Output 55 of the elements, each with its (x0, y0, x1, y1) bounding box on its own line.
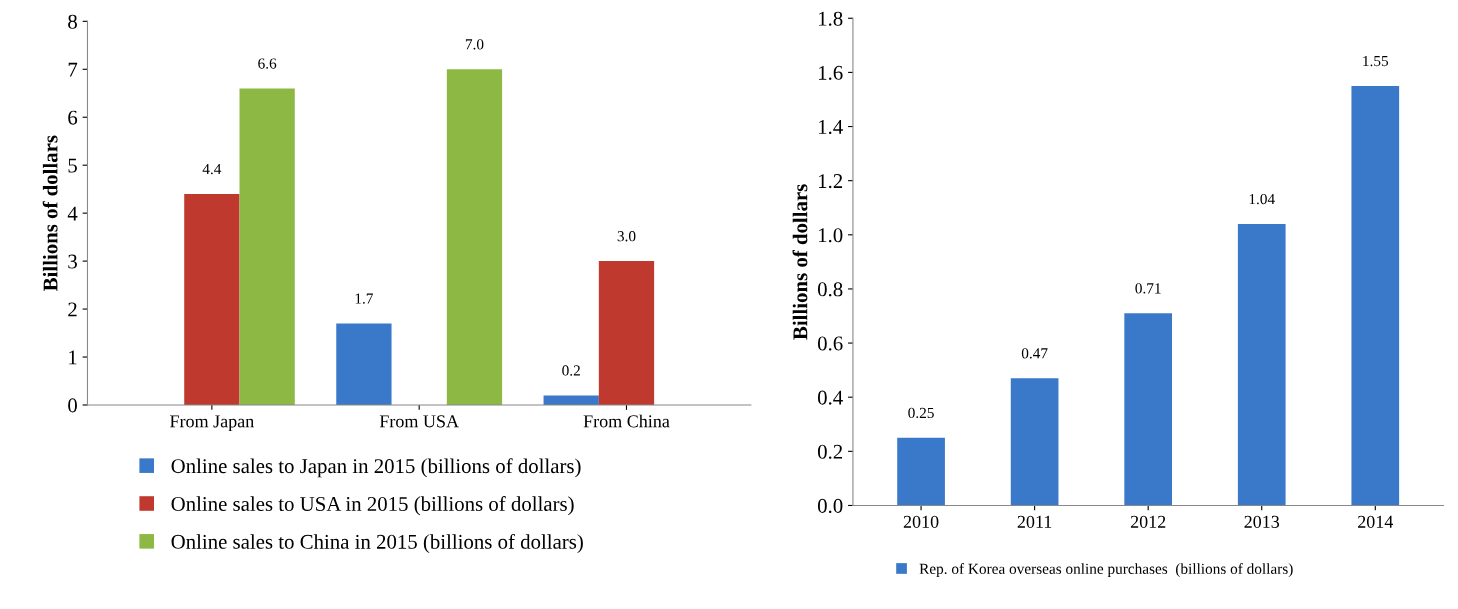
y-tick-label: 6 (68, 110, 78, 125)
bar (1010, 378, 1059, 506)
bar (543, 395, 599, 405)
y-tick-label: 1.6 (819, 65, 843, 80)
data-label: 4.4 (202, 163, 222, 175)
x-tick-label: 2012 (1130, 515, 1166, 528)
y-tick-label: 1.0 (819, 228, 843, 243)
legend-label: Online sales to USA in 2015 (billions of dollars) (171, 496, 574, 516)
y-tick-label: 0.2 (817, 444, 843, 459)
y-tick-label: 4 (67, 206, 78, 221)
y-tick-label: 8 (68, 14, 77, 29)
data-label: 0.47 (1021, 348, 1048, 359)
y-tick-label: 0.4 (817, 390, 843, 405)
y-tick-label: 1.8 (819, 11, 843, 26)
data-label: 0.2 (562, 365, 580, 376)
legend-label: Online sales to Japan in 2015 (billions of dollars) (171, 458, 581, 478)
data-label: 3.0 (617, 231, 636, 242)
y-axis-title: Billions of dollars (792, 184, 808, 340)
y-tick-label: 1 (69, 350, 77, 365)
y-tick-label: 2 (68, 302, 77, 317)
x-tick-label: 2013 (1244, 515, 1280, 528)
bar (184, 193, 240, 405)
y-tick-label: 0.8 (817, 282, 843, 297)
data-label: 6.6 (258, 58, 277, 69)
legend-label: Online sales to China in 2015 (billions of dollars) (171, 533, 583, 554)
x-tick-label: 2010 (903, 515, 939, 528)
data-label: 0.25 (908, 407, 934, 419)
bar (239, 88, 295, 405)
data-label: 0.71 (1135, 283, 1161, 294)
bar (1237, 223, 1286, 506)
bar (446, 69, 503, 405)
y-tick-label: 0.0 (817, 498, 843, 513)
y-tick-label: 0 (68, 398, 77, 413)
x-tick-label: 2011 (1017, 515, 1052, 528)
legend-label: Rep. of Korea overseas online purchases (billions of dollars) (919, 563, 1293, 578)
y-tick-label: 1.2 (819, 174, 843, 189)
bar (598, 261, 655, 405)
y-axis-title: Billions of dollars (42, 135, 58, 291)
y-tick-label: 1.4 (819, 120, 843, 135)
x-tick-label: From Japan (170, 415, 254, 432)
data-label: 7.0 (465, 39, 484, 50)
y-tick-label: 7 (68, 62, 78, 77)
x-tick-label: From China (583, 414, 670, 428)
data-label: 1.04 (1249, 193, 1275, 205)
x-tick-label: From USA (379, 415, 459, 428)
x-tick-label: 2014 (1358, 515, 1394, 528)
bar (336, 323, 392, 405)
y-tick-label: 5 (68, 158, 77, 173)
y-tick-label: 3 (68, 254, 77, 269)
y-tick-label: 0.6 (817, 336, 843, 351)
bar (1124, 313, 1173, 506)
data-label: 1.55 (1363, 55, 1389, 67)
bar (1351, 85, 1400, 506)
bar (897, 437, 945, 506)
data-label: 1.7 (355, 293, 373, 304)
